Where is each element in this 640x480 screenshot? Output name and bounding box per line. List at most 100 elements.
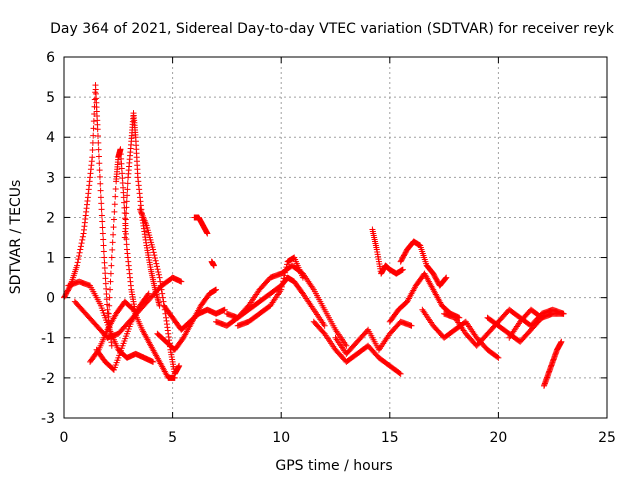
data-point bbox=[76, 249, 83, 256]
data-point bbox=[283, 264, 290, 271]
data-point bbox=[94, 133, 101, 140]
data-point bbox=[120, 194, 127, 201]
data-point bbox=[176, 362, 183, 369]
data-point bbox=[399, 266, 406, 273]
data-point bbox=[105, 310, 112, 317]
data-point bbox=[538, 314, 545, 321]
data-point bbox=[280, 275, 287, 282]
x-tick-labels: 0 5 10 15 20 25 bbox=[60, 430, 616, 446]
data-point bbox=[124, 192, 131, 199]
x-tick-label: 20 bbox=[489, 430, 507, 446]
data-point bbox=[106, 294, 113, 301]
data-point bbox=[100, 236, 107, 243]
data-point bbox=[94, 126, 101, 133]
data-point bbox=[558, 338, 565, 345]
series-track-17 bbox=[332, 318, 415, 357]
x-tick-label: 5 bbox=[168, 430, 177, 446]
series-track-15 bbox=[234, 254, 306, 329]
data-point bbox=[95, 139, 102, 146]
data-point bbox=[95, 146, 102, 153]
data-point bbox=[79, 236, 86, 243]
data-point bbox=[124, 186, 131, 193]
y-tick-label: 2 bbox=[46, 210, 55, 226]
data-point bbox=[495, 354, 502, 361]
data-point bbox=[213, 286, 220, 293]
data-point bbox=[150, 358, 157, 365]
data-points bbox=[61, 82, 567, 389]
data-point bbox=[107, 270, 114, 277]
data-point bbox=[122, 216, 129, 223]
data-point bbox=[107, 278, 114, 285]
plot-frame bbox=[63, 56, 608, 419]
data-point bbox=[153, 260, 160, 267]
data-point bbox=[204, 230, 211, 237]
data-point bbox=[284, 261, 291, 268]
data-point bbox=[282, 269, 289, 276]
data-point bbox=[89, 154, 96, 161]
data-point bbox=[156, 274, 163, 281]
data-point bbox=[159, 290, 166, 297]
x-axis-title: GPS time / hours bbox=[275, 458, 392, 474]
series-track-12 bbox=[208, 258, 217, 269]
data-point bbox=[99, 230, 106, 237]
data-point bbox=[101, 254, 108, 261]
y-tick-label: 1 bbox=[46, 251, 55, 267]
series-track-2 bbox=[104, 146, 139, 341]
data-point bbox=[91, 96, 98, 103]
data-point bbox=[494, 354, 501, 361]
data-point bbox=[102, 280, 109, 287]
data-point bbox=[79, 233, 86, 240]
data-point bbox=[210, 262, 217, 269]
data-point bbox=[560, 310, 567, 317]
data-point bbox=[103, 285, 110, 292]
y-axis-title: SDTVAR / TECUs bbox=[8, 180, 24, 295]
data-point bbox=[280, 278, 287, 285]
data-point bbox=[299, 274, 306, 281]
data-point bbox=[97, 194, 104, 201]
data-point bbox=[111, 201, 118, 208]
data-point bbox=[279, 281, 286, 288]
data-point bbox=[396, 370, 403, 377]
data-point bbox=[152, 257, 159, 264]
data-point bbox=[537, 313, 544, 320]
data-point bbox=[171, 374, 178, 381]
data-point bbox=[75, 252, 82, 259]
chart-title: Day 364 of 2021, Sidereal Day-to-day VTE… bbox=[50, 21, 615, 37]
series-track-9 bbox=[154, 286, 220, 353]
data-point bbox=[98, 206, 105, 213]
data-point bbox=[152, 254, 159, 261]
series-track-22 bbox=[441, 306, 567, 349]
data-point bbox=[89, 147, 96, 154]
data-point bbox=[90, 125, 97, 132]
data-point bbox=[155, 271, 162, 278]
data-point bbox=[155, 268, 162, 275]
data-point bbox=[102, 270, 109, 277]
series-track-19 bbox=[397, 238, 450, 289]
data-point bbox=[112, 185, 119, 192]
data-point bbox=[96, 160, 103, 167]
data-point bbox=[123, 241, 130, 248]
data-point bbox=[89, 139, 96, 146]
data-point bbox=[124, 180, 131, 187]
data-point bbox=[90, 118, 97, 125]
y-tick-label: -3 bbox=[41, 411, 55, 427]
x-tick-label: 25 bbox=[598, 430, 616, 446]
data-point bbox=[110, 224, 117, 231]
data-point bbox=[278, 283, 285, 290]
data-point bbox=[154, 266, 161, 273]
data-point bbox=[442, 275, 449, 282]
data-point bbox=[278, 286, 285, 293]
data-point bbox=[100, 248, 107, 255]
data-point bbox=[221, 306, 228, 313]
data-point bbox=[153, 263, 160, 270]
data-point bbox=[78, 240, 85, 247]
data-point bbox=[443, 274, 450, 281]
data-point bbox=[101, 259, 108, 266]
series-track-25 bbox=[541, 338, 565, 389]
data-point bbox=[100, 242, 107, 249]
data-point bbox=[144, 291, 151, 298]
data-point bbox=[151, 252, 158, 259]
data-point bbox=[123, 210, 130, 217]
data-point bbox=[123, 204, 130, 211]
x-tick-label: 10 bbox=[272, 430, 290, 446]
